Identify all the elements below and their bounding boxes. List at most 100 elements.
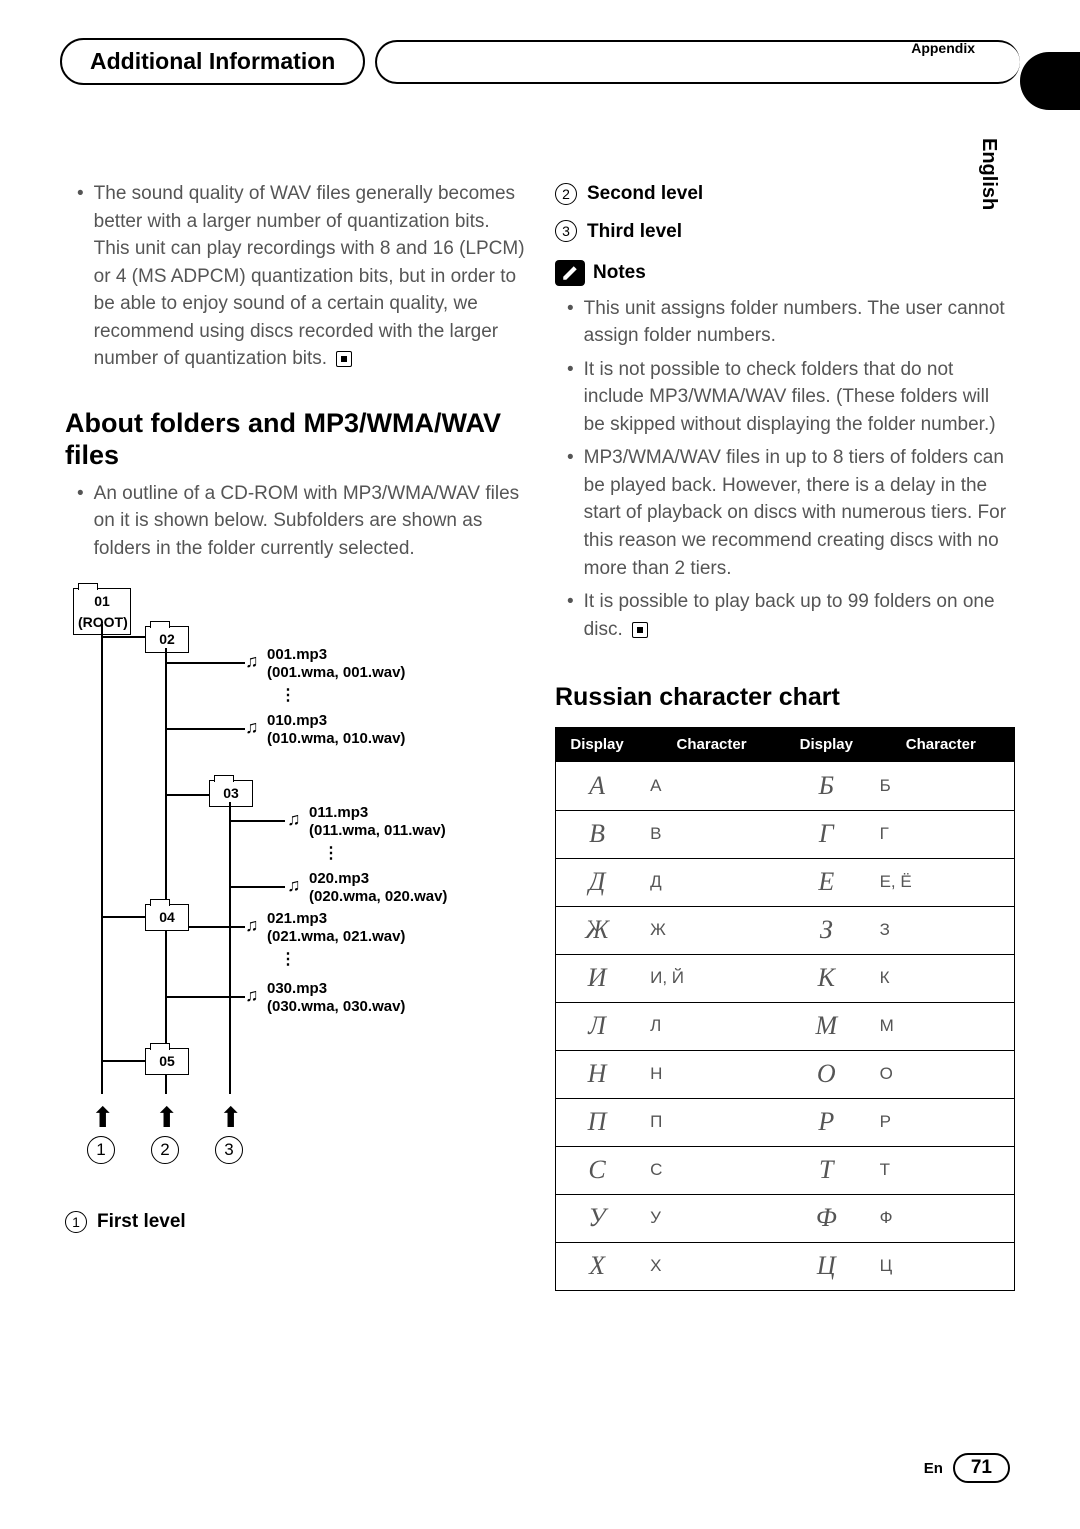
up-arrow-icon: ⬆ bbox=[219, 1098, 242, 1139]
character-value: М bbox=[868, 1002, 1015, 1050]
wav-quality-bullet: • The sound quality of WAV files general… bbox=[65, 180, 525, 373]
character-value: В bbox=[638, 810, 785, 858]
note-text: This unit assigns folder numbers. The us… bbox=[584, 295, 1015, 350]
up-arrow-icon: ⬆ bbox=[91, 1098, 114, 1139]
display-glyph: Б bbox=[785, 762, 868, 810]
character-value: Е, Ё bbox=[868, 858, 1015, 906]
note-text: MP3/WMA/WAV files in up to 8 tiers of fo… bbox=[584, 444, 1015, 582]
music-note-icon: ♫ bbox=[287, 806, 301, 832]
display-glyph: Л bbox=[556, 1002, 639, 1050]
file-030: 030.mp3(030.wma, 030.wav) bbox=[267, 980, 405, 1015]
character-value: Р bbox=[868, 1098, 1015, 1146]
up-arrow-icon: ⬆ bbox=[155, 1098, 178, 1139]
bullet-dot-icon: • bbox=[567, 444, 574, 582]
character-value: Х bbox=[638, 1242, 785, 1290]
left-column: • The sound quality of WAV files general… bbox=[65, 180, 525, 1291]
col-display: Display bbox=[556, 728, 639, 762]
music-note-icon: ♫ bbox=[287, 872, 301, 898]
circled-number-icon: 1 bbox=[65, 1211, 87, 1233]
folders-outline-text: An outline of a CD-ROM with MP3/WMA/WAV … bbox=[94, 480, 525, 563]
note-item: • It is possible to play back up to 99 f… bbox=[555, 588, 1015, 643]
display-glyph: А bbox=[556, 762, 639, 810]
character-value: Ц bbox=[868, 1242, 1015, 1290]
display-glyph: З bbox=[785, 906, 868, 954]
second-level-label: Second level bbox=[587, 180, 703, 208]
display-glyph: Р bbox=[785, 1098, 868, 1146]
first-level-label: First level bbox=[97, 1208, 186, 1236]
display-glyph: Е bbox=[785, 858, 868, 906]
display-glyph: П bbox=[556, 1098, 639, 1146]
col-character: Character bbox=[868, 728, 1015, 762]
music-note-icon: ♫ bbox=[245, 982, 259, 1008]
character-value: Ж bbox=[638, 906, 785, 954]
folders-outline-bullet: • An outline of a CD-ROM with MP3/WMA/WA… bbox=[65, 480, 525, 563]
display-glyph: С bbox=[556, 1146, 639, 1194]
file-021: 021.mp3(021.wma, 021.wav) bbox=[267, 910, 405, 945]
notes-header: Notes bbox=[555, 259, 1015, 287]
pencil-icon bbox=[555, 260, 585, 286]
character-value: Д bbox=[638, 858, 785, 906]
display-glyph: О bbox=[785, 1050, 868, 1098]
table-header-row: Display Character Display Character bbox=[556, 728, 1015, 762]
display-glyph: Ф bbox=[785, 1194, 868, 1242]
notes-label: Notes bbox=[593, 259, 646, 287]
character-value: П bbox=[638, 1098, 785, 1146]
note-item: • It is not possible to check folders th… bbox=[555, 356, 1015, 439]
circled-number-icon: 2 bbox=[555, 183, 577, 205]
circled-number-icon: 3 bbox=[555, 220, 577, 242]
file-020: 020.mp3(020.wma, 020.wav) bbox=[309, 870, 447, 905]
table-row: ЛЛММ bbox=[556, 1002, 1015, 1050]
table-row: ЖЖЗЗ bbox=[556, 906, 1015, 954]
second-level-row: 2 Second level bbox=[555, 180, 1015, 208]
character-value: З bbox=[868, 906, 1015, 954]
character-value: И, Й bbox=[638, 954, 785, 1002]
display-glyph: К bbox=[785, 954, 868, 1002]
folder-tree-diagram: 01(ROOT) 02 ♫ 001.mp3(001.wma, 001.wav) … bbox=[65, 580, 485, 1200]
wav-quality-text: The sound quality of WAV files generally… bbox=[94, 183, 525, 369]
third-level-label: Third level bbox=[587, 218, 682, 246]
bullet-dot-icon: • bbox=[77, 480, 84, 563]
note-item: • MP3/WMA/WAV files in up to 8 tiers of … bbox=[555, 444, 1015, 582]
display-glyph: Х bbox=[556, 1242, 639, 1290]
bullet-dot-icon: • bbox=[567, 356, 574, 439]
display-glyph: У bbox=[556, 1194, 639, 1242]
table-row: ППРР bbox=[556, 1098, 1015, 1146]
section-end-icon bbox=[336, 351, 352, 367]
folders-heading: About folders and MP3/WMA/WAV files bbox=[65, 407, 525, 472]
section-title: Additional Information bbox=[60, 38, 365, 85]
footer-language: En bbox=[924, 1460, 943, 1477]
table-row: ИИ, ЙКК bbox=[556, 954, 1015, 1002]
russian-chart-heading: Russian character chart bbox=[555, 679, 1015, 715]
table-row: ННОО bbox=[556, 1050, 1015, 1098]
right-column: 2 Second level 3 Third level Notes • Thi… bbox=[555, 180, 1015, 1291]
third-level-row: 3 Third level bbox=[555, 218, 1015, 246]
character-value: У bbox=[638, 1194, 785, 1242]
character-value: А bbox=[638, 762, 785, 810]
folder-02: 02 bbox=[145, 626, 189, 652]
note-text: It is not possible to check folders that… bbox=[584, 356, 1015, 439]
note-item: • This unit assigns folder numbers. The … bbox=[555, 295, 1015, 350]
file-011: 011.mp3(011.wma, 011.wav) bbox=[309, 804, 446, 839]
character-value: Т bbox=[868, 1146, 1015, 1194]
display-glyph: М bbox=[785, 1002, 868, 1050]
character-value: Ф bbox=[868, 1194, 1015, 1242]
folder-04: 04 bbox=[145, 904, 189, 930]
section-end-icon bbox=[632, 622, 648, 638]
character-value: Л bbox=[638, 1002, 785, 1050]
col-display: Display bbox=[785, 728, 868, 762]
first-level-row: 1 First level bbox=[65, 1208, 525, 1236]
character-value: Н bbox=[638, 1050, 785, 1098]
page-number: 71 bbox=[953, 1453, 1010, 1483]
display-glyph: Ц bbox=[785, 1242, 868, 1290]
header-pill-empty bbox=[375, 40, 1020, 84]
display-glyph: В bbox=[556, 810, 639, 858]
display-glyph: Ж bbox=[556, 906, 639, 954]
music-note-icon: ♫ bbox=[245, 648, 259, 674]
table-row: ССТТ bbox=[556, 1146, 1015, 1194]
file-001: 001.mp3(001.wma, 001.wav) bbox=[267, 646, 405, 681]
display-glyph: Т bbox=[785, 1146, 868, 1194]
russian-character-table: Display Character Display Character ААББ… bbox=[555, 727, 1015, 1290]
header-row: Additional Information bbox=[60, 38, 1020, 85]
character-value: О bbox=[868, 1050, 1015, 1098]
table-row: ХХЦЦ bbox=[556, 1242, 1015, 1290]
